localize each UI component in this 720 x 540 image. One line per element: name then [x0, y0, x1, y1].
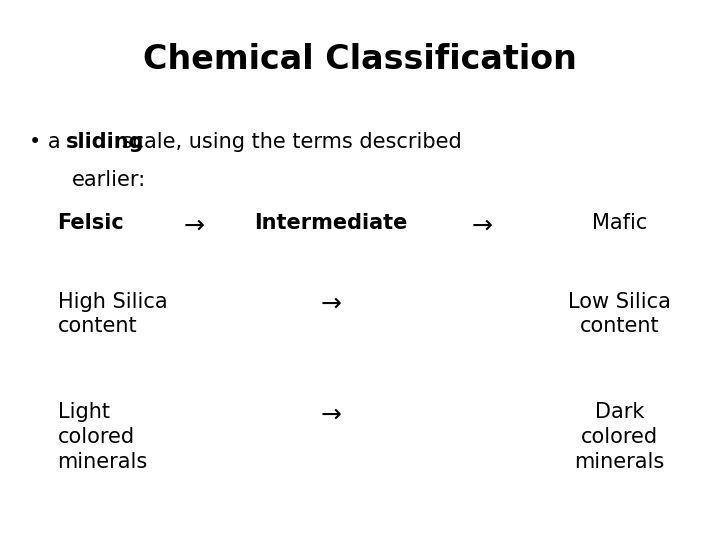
Text: Light
colored
minerals: Light colored minerals	[58, 402, 148, 472]
Text: →: →	[472, 213, 493, 237]
Text: →: →	[320, 402, 342, 426]
Text: scale, using the terms described: scale, using the terms described	[115, 132, 462, 152]
Text: • a: • a	[29, 132, 67, 152]
Text: →: →	[184, 213, 205, 237]
Text: Felsic: Felsic	[58, 213, 125, 233]
Text: →: →	[320, 292, 342, 315]
Text: Dark
colored
minerals: Dark colored minerals	[574, 402, 665, 472]
Text: Mafic: Mafic	[592, 213, 647, 233]
Text: Low Silica
content: Low Silica content	[568, 292, 670, 336]
Text: Chemical Classification: Chemical Classification	[143, 43, 577, 76]
Text: High Silica
content: High Silica content	[58, 292, 167, 336]
Text: earlier:: earlier:	[72, 170, 146, 190]
Text: sliding: sliding	[66, 132, 145, 152]
Text: Intermediate: Intermediate	[254, 213, 408, 233]
